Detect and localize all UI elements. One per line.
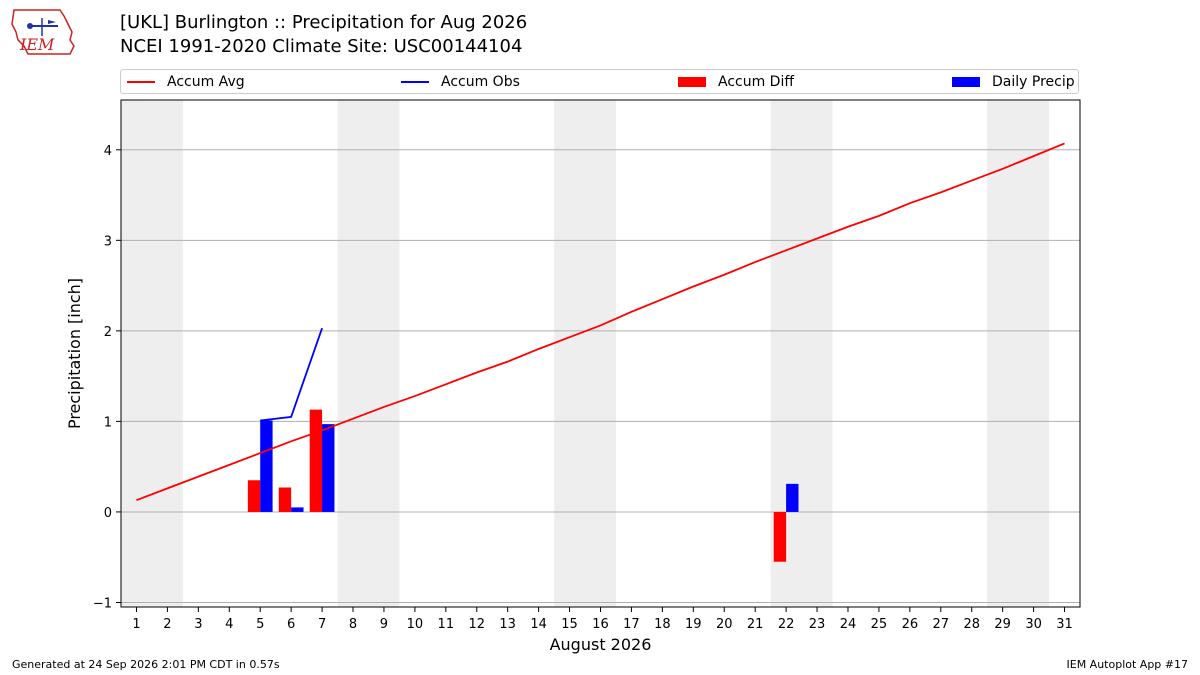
- x-tick-label: 23: [809, 617, 826, 632]
- logo-text: IEM: [19, 35, 55, 54]
- weekend-band: [987, 100, 1050, 607]
- bar-accum-diff: [773, 511, 787, 562]
- x-tick-label: 3: [194, 617, 202, 632]
- x-tick-label: 12: [468, 617, 485, 632]
- legend-label: Accum Diff: [718, 74, 795, 90]
- x-tick-label: 17: [623, 617, 640, 632]
- legend-item-accum-avg: Accum Avg: [127, 73, 245, 91]
- legend-item-accum-obs: Accum Obs: [401, 73, 520, 91]
- x-tick-label: 10: [407, 617, 424, 632]
- bar-daily-precip: [786, 483, 799, 512]
- legend-swatch: [401, 81, 429, 83]
- x-tick-label: 31: [1056, 617, 1073, 632]
- line-accum-avg: [136, 142, 1065, 502]
- x-tick-label: 18: [654, 617, 671, 632]
- iem-logo: IEM: [11, 9, 75, 55]
- y-tick-label: 3: [104, 234, 112, 249]
- legend-swatch: [127, 81, 155, 83]
- legend-label: Accum Obs: [441, 74, 520, 90]
- legend: Accum Avg Accum Obs Accum Diff Daily Pre…: [120, 69, 1079, 94]
- x-tick-label: 2: [163, 617, 171, 632]
- line-accum-obs: [260, 327, 323, 422]
- bar-daily-precip: [322, 424, 335, 512]
- x-tick-label: 19: [685, 617, 702, 632]
- chart-title: [UKL] Burlington :: Precipitation for Au…: [120, 12, 528, 33]
- bar-accum-diff: [278, 487, 292, 512]
- y-tick-label: 1: [104, 415, 112, 430]
- x-tick-label: 1: [132, 617, 140, 632]
- x-tick-label: 5: [256, 617, 264, 632]
- x-tick-label: 16: [592, 617, 609, 632]
- x-tick-label: 28: [963, 617, 980, 632]
- x-tick-label: 22: [778, 617, 795, 632]
- x-tick-label: 4: [225, 617, 233, 632]
- x-tick-label: 14: [530, 617, 547, 632]
- legend-item-accum-diff: Accum Diff: [678, 73, 794, 91]
- y-tick-label: −1: [93, 596, 112, 611]
- bar-accum-diff: [309, 409, 323, 512]
- legend-item-daily-precip: Daily Precip: [952, 73, 1075, 91]
- chart-subtitle: NCEI 1991-2020 Climate Site: USC00144104: [120, 36, 523, 57]
- weekend-band: [121, 100, 183, 607]
- bar-daily-precip: [291, 507, 304, 512]
- bar-daily-precip: [260, 420, 273, 512]
- y-tick-label: 4: [104, 144, 112, 159]
- x-tick-label: 21: [747, 617, 764, 632]
- x-tick-label: 24: [840, 617, 857, 632]
- x-tick-label: 30: [1025, 617, 1042, 632]
- x-tick-label: 15: [561, 617, 578, 632]
- x-tick-label: 7: [318, 617, 326, 632]
- legend-swatch: [678, 77, 706, 87]
- legend-swatch: [952, 77, 980, 87]
- generated-timestamp: Generated at 24 Sep 2026 2:01 PM CDT in …: [12, 658, 280, 671]
- x-tick-label: 26: [902, 617, 919, 632]
- legend-label: Daily Precip: [992, 74, 1075, 90]
- x-tick-label: 20: [716, 617, 733, 632]
- x-tick-label: 29: [994, 617, 1011, 632]
- x-tick-label: 9: [380, 617, 388, 632]
- y-axis-label: Precipitation [inch]: [65, 278, 84, 429]
- weekend-band: [337, 100, 400, 607]
- x-tick-label: 25: [871, 617, 888, 632]
- app-credit: IEM Autoplot App #17: [1066, 658, 1189, 671]
- bar-accum-diff: [247, 480, 261, 512]
- y-tick-label: 2: [104, 325, 112, 340]
- x-axis-label: August 2026: [550, 635, 652, 654]
- legend-label: Accum Avg: [167, 74, 245, 90]
- x-tick-label: 8: [349, 617, 357, 632]
- x-tick-label: 6: [287, 617, 295, 632]
- x-tick-label: 27: [933, 617, 950, 632]
- x-tick-label: 13: [499, 617, 516, 632]
- y-tick-label: 0: [104, 506, 112, 521]
- x-tick-label: 11: [438, 617, 455, 632]
- weekend-band: [554, 100, 616, 607]
